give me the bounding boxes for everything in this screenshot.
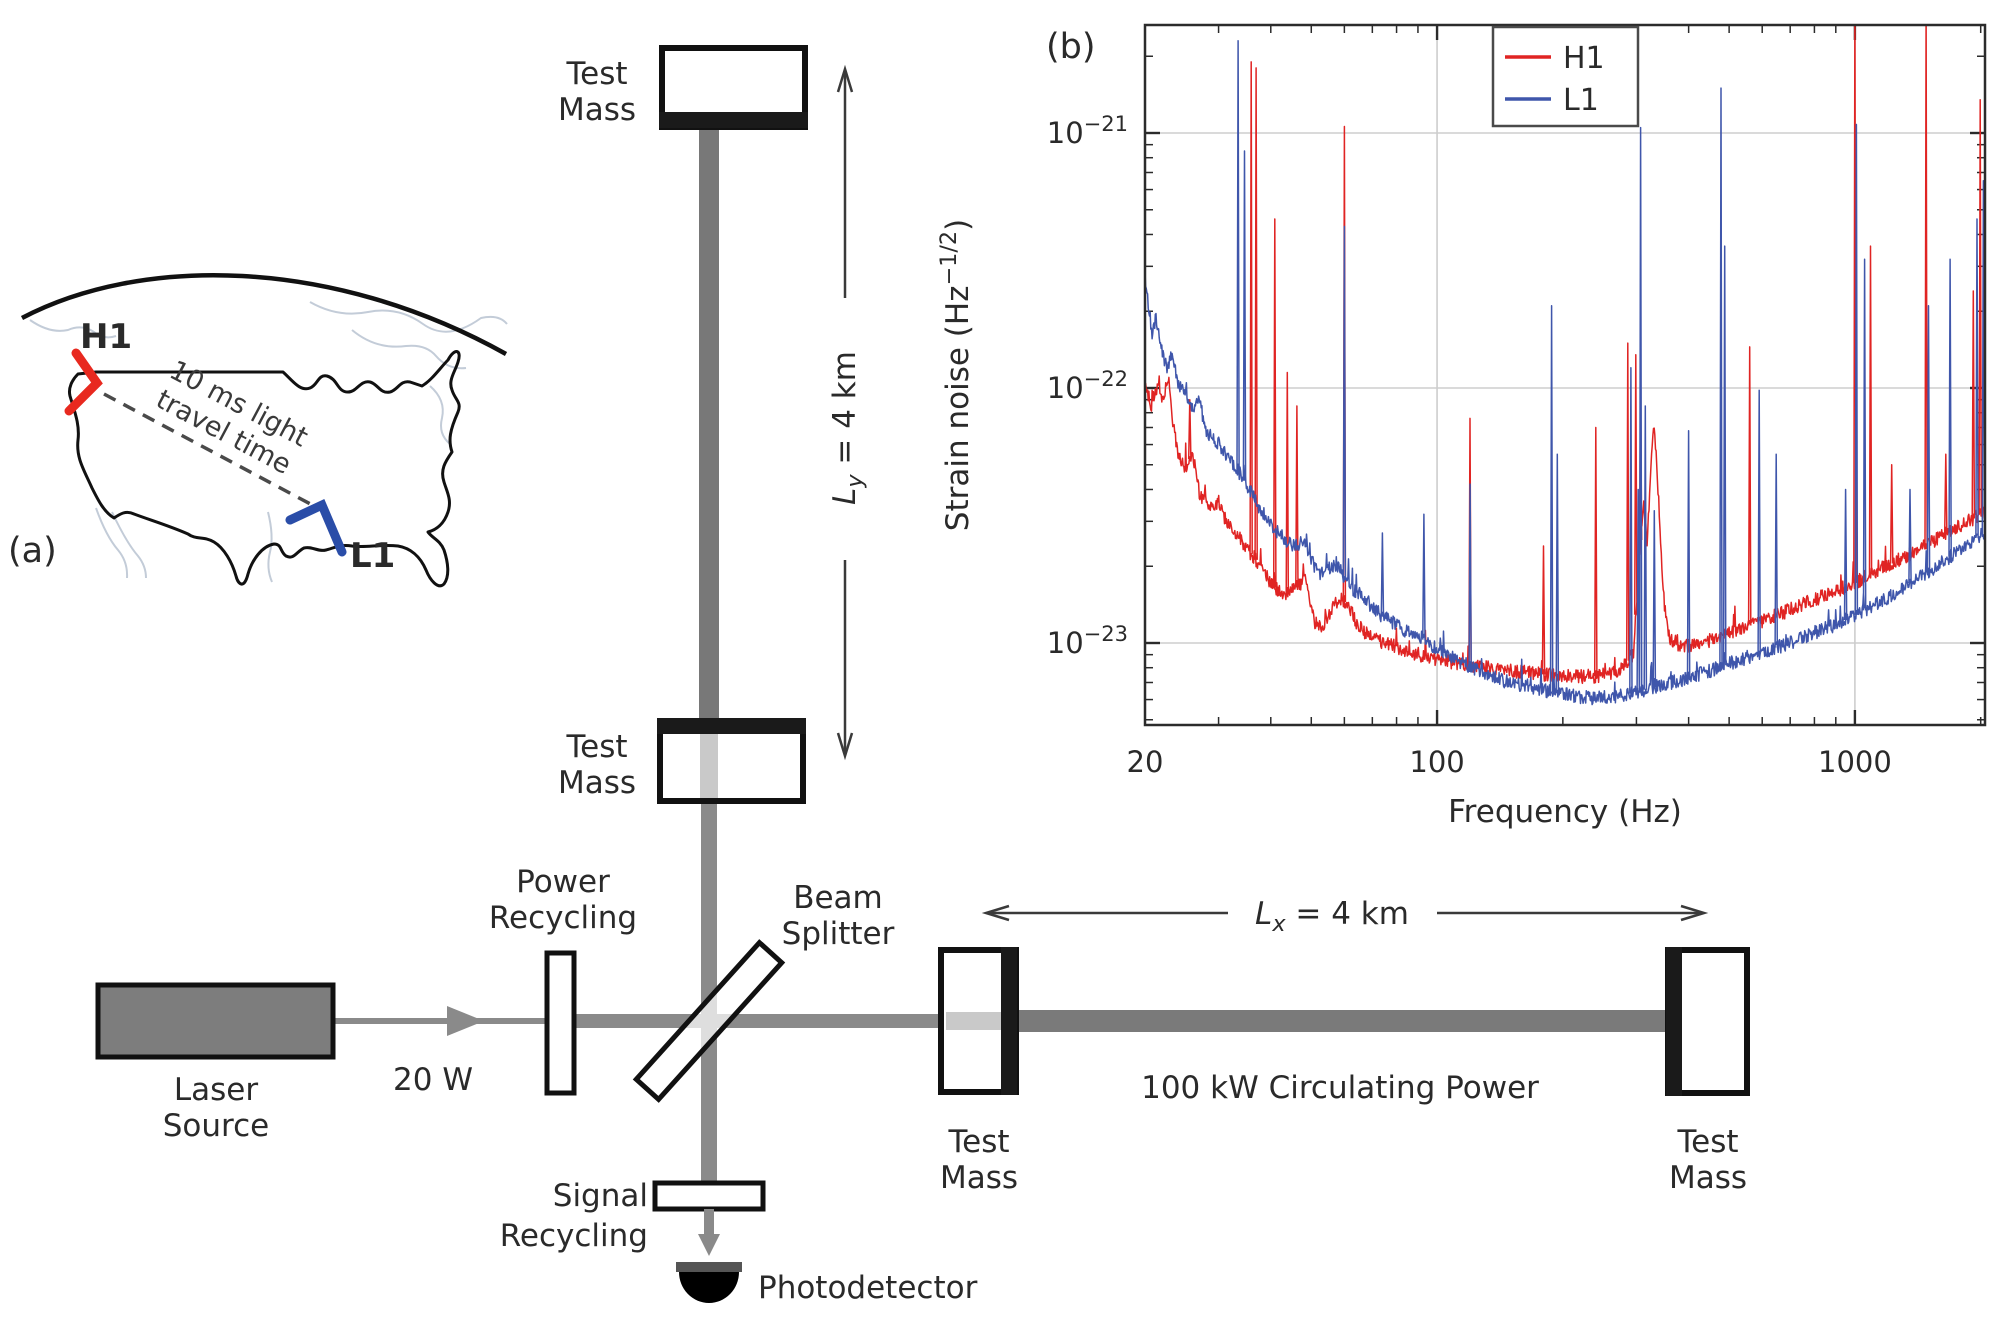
- svg-text:Splitter: Splitter: [782, 916, 895, 952]
- photodetector-label: Photodetector: [758, 1270, 978, 1306]
- svg-text:Mass: Mass: [940, 1160, 1018, 1196]
- beam-through-mass-y: [700, 734, 718, 798]
- svg-text:Source: Source: [163, 1108, 269, 1144]
- lx-arrow: [981, 904, 1709, 922]
- power-recycling-label: Power Recycling: [489, 864, 637, 936]
- output-arrow-icon: [698, 1234, 720, 1256]
- legend-entry-h1: H1: [1505, 41, 1605, 76]
- power-recycling-mirror: [544, 950, 577, 1096]
- beam-splitter-label: Beam Splitter: [782, 880, 895, 952]
- y-tick-label: 10−21: [1047, 112, 1128, 150]
- y-tick-label: 10−23: [1047, 622, 1128, 660]
- signal-recycling-label: Signal Recycling: [500, 1178, 648, 1254]
- test-mass-x-input: [938, 947, 1019, 1095]
- svg-text:Beam: Beam: [793, 880, 883, 916]
- earth-arc: [20, 273, 508, 356]
- mirror-coating-icon: [657, 718, 806, 734]
- svg-text:L1: L1: [1563, 83, 1599, 118]
- svg-text:H1: H1: [1563, 41, 1605, 76]
- test-mass-y-input-label: Test Mass: [558, 729, 636, 801]
- chart-legend: H1 L1: [1491, 25, 1640, 128]
- h1-detector-marker: [64, 348, 103, 416]
- svg-text:Mass: Mass: [558, 765, 636, 801]
- output-beam: [704, 1209, 714, 1236]
- interferometer-schematic: Ly = 4 km Lx = 4 km Test Mass Test Mass …: [95, 45, 1750, 1306]
- signal-recycling-mirror: [652, 1180, 766, 1212]
- laser-input-beam: [333, 1018, 547, 1024]
- lx-length-label: Lx = 4 km: [1255, 896, 1409, 937]
- l1-site-label: L1: [350, 536, 395, 576]
- x-tick-label: 20: [1127, 745, 1164, 779]
- svg-text:Recycling: Recycling: [489, 900, 637, 936]
- ly-length-label: Ly = 4 km: [827, 351, 868, 505]
- x-tick-label: 1000: [1818, 745, 1892, 779]
- test-mass-y-end-label: Test Mass: [558, 56, 636, 128]
- test-mass-x-end-label: Test Mass: [1669, 1124, 1747, 1196]
- mirror-coating-icon: [1001, 947, 1017, 1095]
- beam-splitter: [632, 939, 786, 1103]
- svg-text:Recycling: Recycling: [500, 1218, 648, 1254]
- noise-curve-L1: [1145, 40, 1985, 706]
- legend-entry-l1: L1: [1505, 83, 1599, 118]
- svg-text:Test: Test: [1676, 1124, 1738, 1160]
- svg-text:Test: Test: [565, 56, 627, 92]
- beam-vertical-recycled: [701, 801, 717, 1185]
- svg-text:Power: Power: [516, 864, 610, 900]
- test-mass-x-end: [1665, 947, 1750, 1096]
- l1-detector-marker: [285, 498, 347, 557]
- chart-frame: [1143, 23, 1987, 727]
- svg-text:Test: Test: [947, 1124, 1009, 1160]
- input-power-label: 20 W: [393, 1062, 473, 1098]
- laser-source: [95, 982, 336, 1060]
- svg-text:Signal: Signal: [553, 1178, 648, 1214]
- x-tick-label: 100: [1409, 745, 1464, 779]
- faint-coastline-decoration: [29, 301, 508, 583]
- y-tick-label: 10−22: [1047, 367, 1128, 405]
- beam-pr-to-input-mass: [574, 1014, 941, 1028]
- travel-time-dashed-line: [103, 392, 317, 509]
- noise-curve-H1: [1145, 25, 1985, 685]
- strain-noise-chart: (b) 20 100 1000 10−21 10−22 10−23 H1 L1 Frequ…: [936, 23, 1987, 830]
- svg-text:Mass: Mass: [1669, 1160, 1747, 1196]
- photodetector-icon: [676, 1262, 742, 1303]
- us-outline: [68, 350, 461, 588]
- test-mass-x-input-label: Test Mass: [940, 1124, 1018, 1196]
- svg-text:Mass: Mass: [558, 92, 636, 128]
- chart-plot-area: 20 100 1000 10−21 10−22 10−23: [1047, 25, 1985, 779]
- panel-a-map: H1 L1 10 ms light travel time (a): [8, 273, 508, 588]
- panel-tag-a: (a): [8, 531, 57, 571]
- arm-cavity-beam-y: [699, 127, 719, 722]
- laser-source-label: Laser Source: [163, 1072, 269, 1144]
- y-axis-label: Strain noise (Hz−1/2): [936, 219, 976, 531]
- x-axis-label: Frequency (Hz): [1448, 794, 1682, 830]
- mirror-coating-icon: [659, 112, 808, 128]
- svg-text:Laser: Laser: [174, 1072, 258, 1108]
- circulating-power-label: 100 kW Circulating Power: [1141, 1070, 1539, 1106]
- test-mass-y-end: [659, 45, 808, 130]
- beam-direction-arrow-icon: [447, 1006, 484, 1036]
- svg-text:Test: Test: [565, 729, 627, 765]
- arm-cavity-beam-x: [1016, 1010, 1668, 1032]
- panel-tag-b: (b): [1046, 27, 1096, 67]
- mirror-coating-icon: [1666, 947, 1682, 1096]
- test-mass-y-input: [657, 718, 806, 804]
- h1-site-label: H1: [80, 317, 132, 357]
- ly-arrow: [836, 64, 854, 761]
- beam-through-mass-x: [946, 1012, 1003, 1030]
